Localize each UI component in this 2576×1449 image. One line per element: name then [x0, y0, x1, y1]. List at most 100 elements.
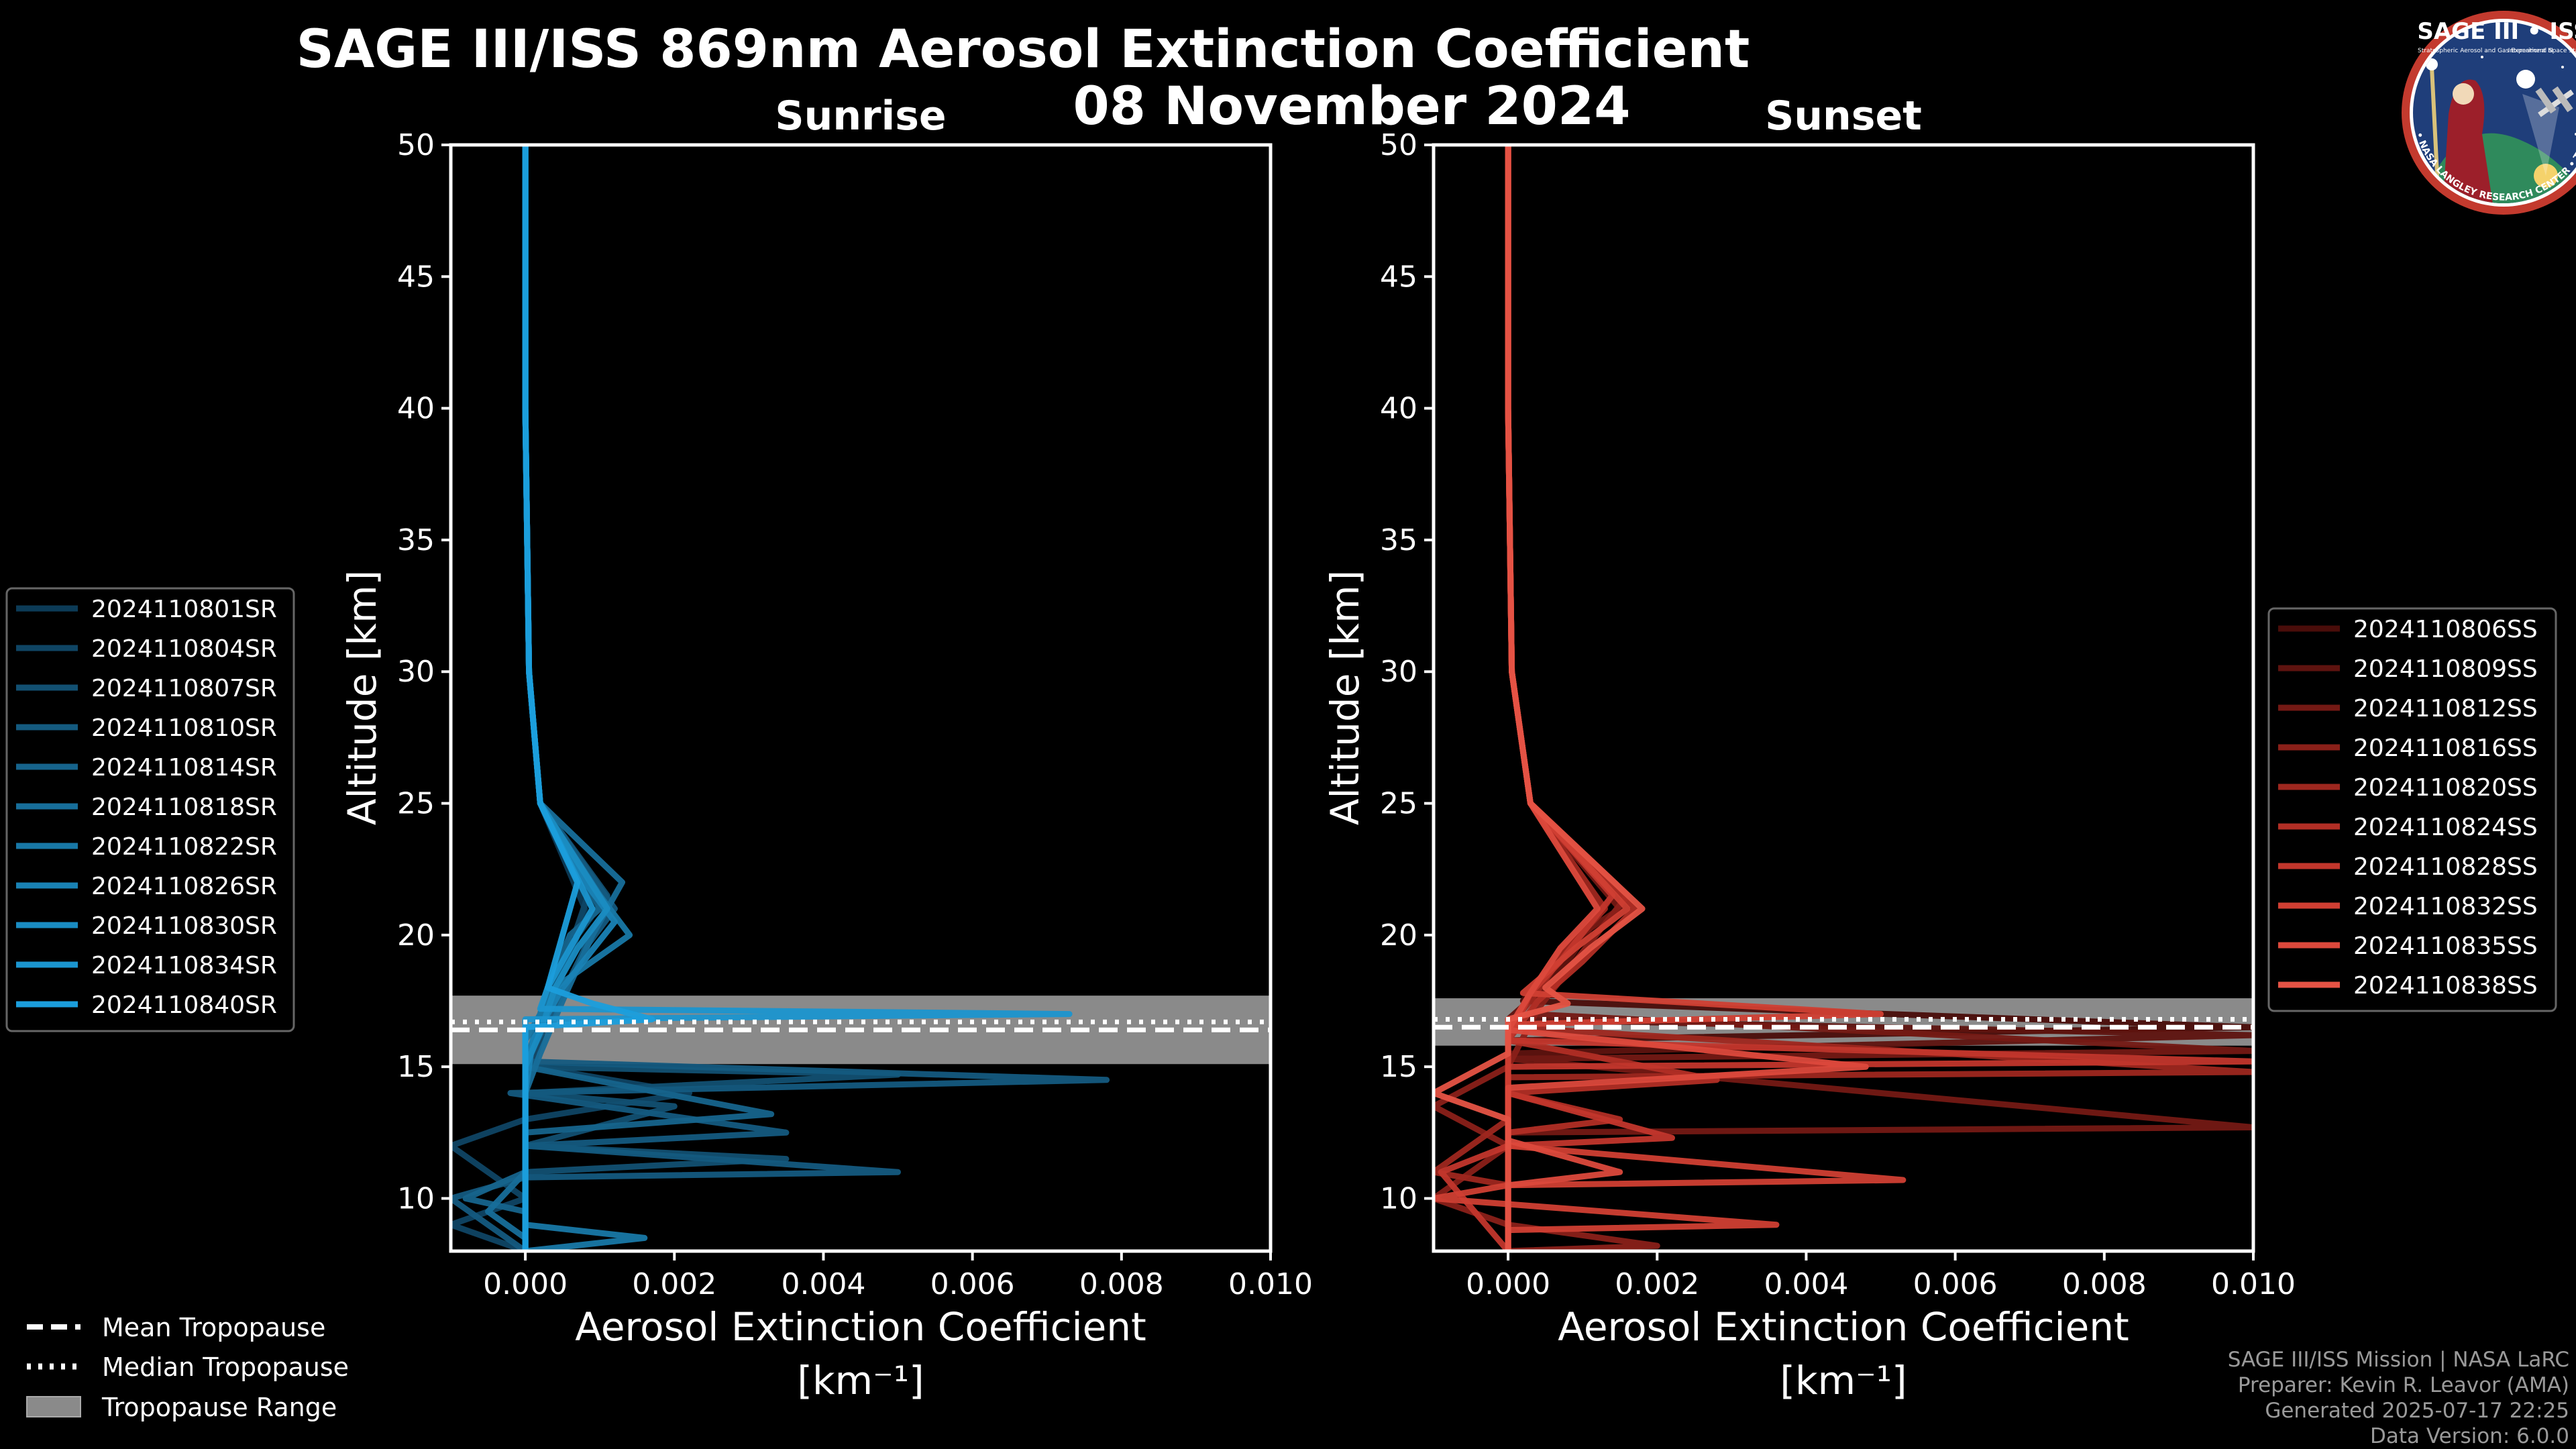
- sunrise-xtick-label: 0.006: [930, 1267, 1015, 1301]
- sunrise-series-line-2024110818SR: [485, 145, 625, 1251]
- sunset-legend: 2024110806SS 2024110809SS 2024110812SS 2024…: [2267, 607, 2557, 1012]
- credits-block: SAGE III/ISS Mission | NASA LaRC Prepare…: [2228, 1348, 2569, 1448]
- sunrise-ytick-label: 25: [397, 787, 435, 821]
- sunset-panel: 0.000 0.002 0.004 0.006 0.008 0.010 10 15 20 25 30…: [1322, 128, 2296, 1403]
- sunset-legend-label: 2024110824SS: [2353, 814, 2538, 841]
- sunrise-series-line-2024110840SR: [522, 145, 655, 1251]
- sunrise-legend-label: 2024110830SR: [91, 912, 277, 940]
- star-icon: [2575, 133, 2576, 136]
- credit-data-version: Data Version: 6.0.0: [2370, 1424, 2569, 1448]
- sunset-plot-area: [1434, 145, 2253, 1251]
- sunset-xtick-label: 0.008: [2062, 1267, 2147, 1301]
- sunrise-legend-label: 2024110807SR: [91, 675, 277, 702]
- sunset-legend-box: [2267, 607, 2557, 1012]
- sunset-legend-label: 2024110812SS: [2353, 695, 2538, 722]
- star-icon: [2561, 66, 2564, 68]
- sunset-xunit: [km⁻¹]: [1780, 1358, 1907, 1403]
- sunrise-ytick-label: 30: [397, 655, 435, 689]
- sunrise-ytick-label: 50: [397, 128, 435, 162]
- sunset-ytick-label: 45: [1380, 260, 1417, 294]
- sunrise-ytick-label: 10: [397, 1181, 435, 1216]
- sunrise-axes-frame: [449, 143, 1273, 1253]
- sunset-legend-label: 2024110816SS: [2353, 735, 2538, 762]
- logo-subtitle-right: International Space Station: [2508, 48, 2576, 54]
- sunrise-legend-label: 2024110810SR: [91, 714, 277, 742]
- figure-title: SAGE III/ISS 869nm Aerosol Extinction Co…: [297, 19, 1750, 80]
- sunrise-plot-area: [451, 145, 1271, 1251]
- sunrise-series-line-2024110826SR: [522, 145, 618, 1251]
- sunrise-xunit: [km⁻¹]: [797, 1358, 924, 1403]
- sunrise-legend-label: 2024110804SR: [91, 635, 277, 663]
- sunset-axes-frame: [1432, 143, 2255, 1253]
- sunrise-ytick-label: 20: [397, 918, 435, 953]
- sunset-xlabel: Aerosol Extinction Coefficient: [1558, 1304, 2129, 1350]
- sunset-ytick-label: 15: [1380, 1050, 1417, 1084]
- sunrise-ylabel: Altitude [km]: [339, 570, 385, 825]
- sunset-xtick-label: 0.010: [2211, 1267, 2296, 1301]
- sunrise-xtick-label: 0.002: [632, 1267, 716, 1301]
- sunset-legend-label: 2024110809SS: [2353, 655, 2538, 683]
- sunrise-xtick-label: 0.008: [1079, 1267, 1164, 1301]
- sunrise-xtick-label: 0.004: [781, 1267, 865, 1301]
- sunset-ytick-label: 25: [1380, 787, 1417, 821]
- sunrise-legend-label: 2024110822SR: [91, 833, 277, 861]
- credit-mission: SAGE III/ISS Mission | NASA LaRC: [2228, 1348, 2569, 1372]
- sunrise-legend-label: 2024110834SR: [91, 952, 277, 979]
- star-icon: [2481, 56, 2483, 58]
- sunrise-series-line-2024110810SR: [451, 145, 1110, 1251]
- sunset-ytick-label: 10: [1380, 1181, 1417, 1216]
- sunset-legend-label: 2024110828SS: [2353, 853, 2538, 881]
- tropopause-range-swatch: [26, 1396, 81, 1417]
- sunset-xtick-label: 0.000: [1466, 1267, 1550, 1301]
- credit-generated: Generated 2025-07-17 22:25: [2265, 1399, 2569, 1423]
- sunset-ticks: 0.000 0.002 0.004 0.006 0.008 0.010 10 15 20 25 30…: [1380, 128, 2296, 1301]
- sunset-xtick-label: 0.006: [1913, 1267, 1998, 1301]
- space-station-icon: [2535, 86, 2574, 117]
- sunset-series-line-2024110838SS: [1434, 145, 1646, 1251]
- sunrise-legend-label: 2024110826SR: [91, 873, 277, 900]
- sunset-panel-title: Sunset: [1765, 93, 1922, 140]
- sunrise-ytick-label: 35: [397, 523, 435, 557]
- sunset-legend-label: 2024110835SS: [2353, 932, 2538, 960]
- sunrise-legend-label: 2024110840SR: [91, 991, 277, 1019]
- logo-subtitle-left: Stratospheric Aerosol and Gas Experiment…: [2418, 48, 2553, 54]
- sunrise-ytick-label: 15: [397, 1050, 435, 1084]
- sunset-ytick-label: 20: [1380, 918, 1417, 953]
- sunrise-legend-label: 2024110818SR: [91, 794, 277, 821]
- sunrise-xtick-label: 0.010: [1228, 1267, 1313, 1301]
- tropopause-legend: Mean Tropopause Median Tropopause Tropop…: [26, 1313, 349, 1422]
- figure-icon: [2442, 79, 2496, 203]
- sunrise-legend-label: 2024110814SR: [91, 754, 277, 782]
- sunset-xtick-label: 0.004: [1764, 1267, 1848, 1301]
- sunrise-legend: 2024110801SR 2024110804SR 2024110807SR 2024…: [5, 587, 295, 1032]
- sunrise-ytick-label: 40: [397, 392, 435, 426]
- sunset-ytick-label: 40: [1380, 392, 1417, 426]
- sunset-legend-label: 2024110838SS: [2353, 972, 2538, 1000]
- sunrise-xtick-label: 0.000: [483, 1267, 568, 1301]
- sunrise-legend-label: 2024110801SR: [91, 596, 277, 623]
- figure-date: 08 November 2024: [1073, 76, 1630, 137]
- sunset-legend-label: 2024110832SS: [2353, 893, 2538, 920]
- sunset-legend-label: 2024110820SS: [2353, 774, 2538, 802]
- sunset-xtick-label: 0.002: [1615, 1267, 1699, 1301]
- sunrise-series-line-2024110830SR: [522, 145, 610, 1251]
- sunset-ytick-label: 50: [1380, 128, 1417, 162]
- sunrise-legend-box: [5, 587, 295, 1032]
- sunrise-ytick-label: 45: [397, 260, 435, 294]
- sunset-ylabel: Altitude [km]: [1322, 570, 1368, 825]
- logo-name: SAGE III • ISS: [2417, 18, 2576, 45]
- mean-tropopause-label: Mean Tropopause: [102, 1313, 325, 1342]
- light-beam-icon: [2522, 94, 2559, 176]
- face-icon: [2453, 83, 2474, 105]
- sun-icon: [2534, 164, 2558, 188]
- sunrise-xlabel: Aerosol Extinction Coefficient: [575, 1304, 1146, 1350]
- moon-icon: [2516, 70, 2535, 89]
- sunset-legend-label: 2024110806SS: [2353, 616, 2538, 643]
- sunset-ytick-label: 35: [1380, 523, 1417, 557]
- sunrise-ticks: 0.000 0.002 0.004 0.006 0.008 0.010 10 15 20 25 30…: [397, 128, 1313, 1301]
- sunrise-panel-title: Sunrise: [775, 93, 946, 140]
- credit-preparer: Preparer: Kevin R. Leavor (AMA): [2238, 1373, 2569, 1397]
- sunrise-panel: 0.000 0.002 0.004 0.006 0.008 0.010 10 15 20 25 30…: [339, 128, 1313, 1403]
- sunset-ytick-label: 30: [1380, 655, 1417, 689]
